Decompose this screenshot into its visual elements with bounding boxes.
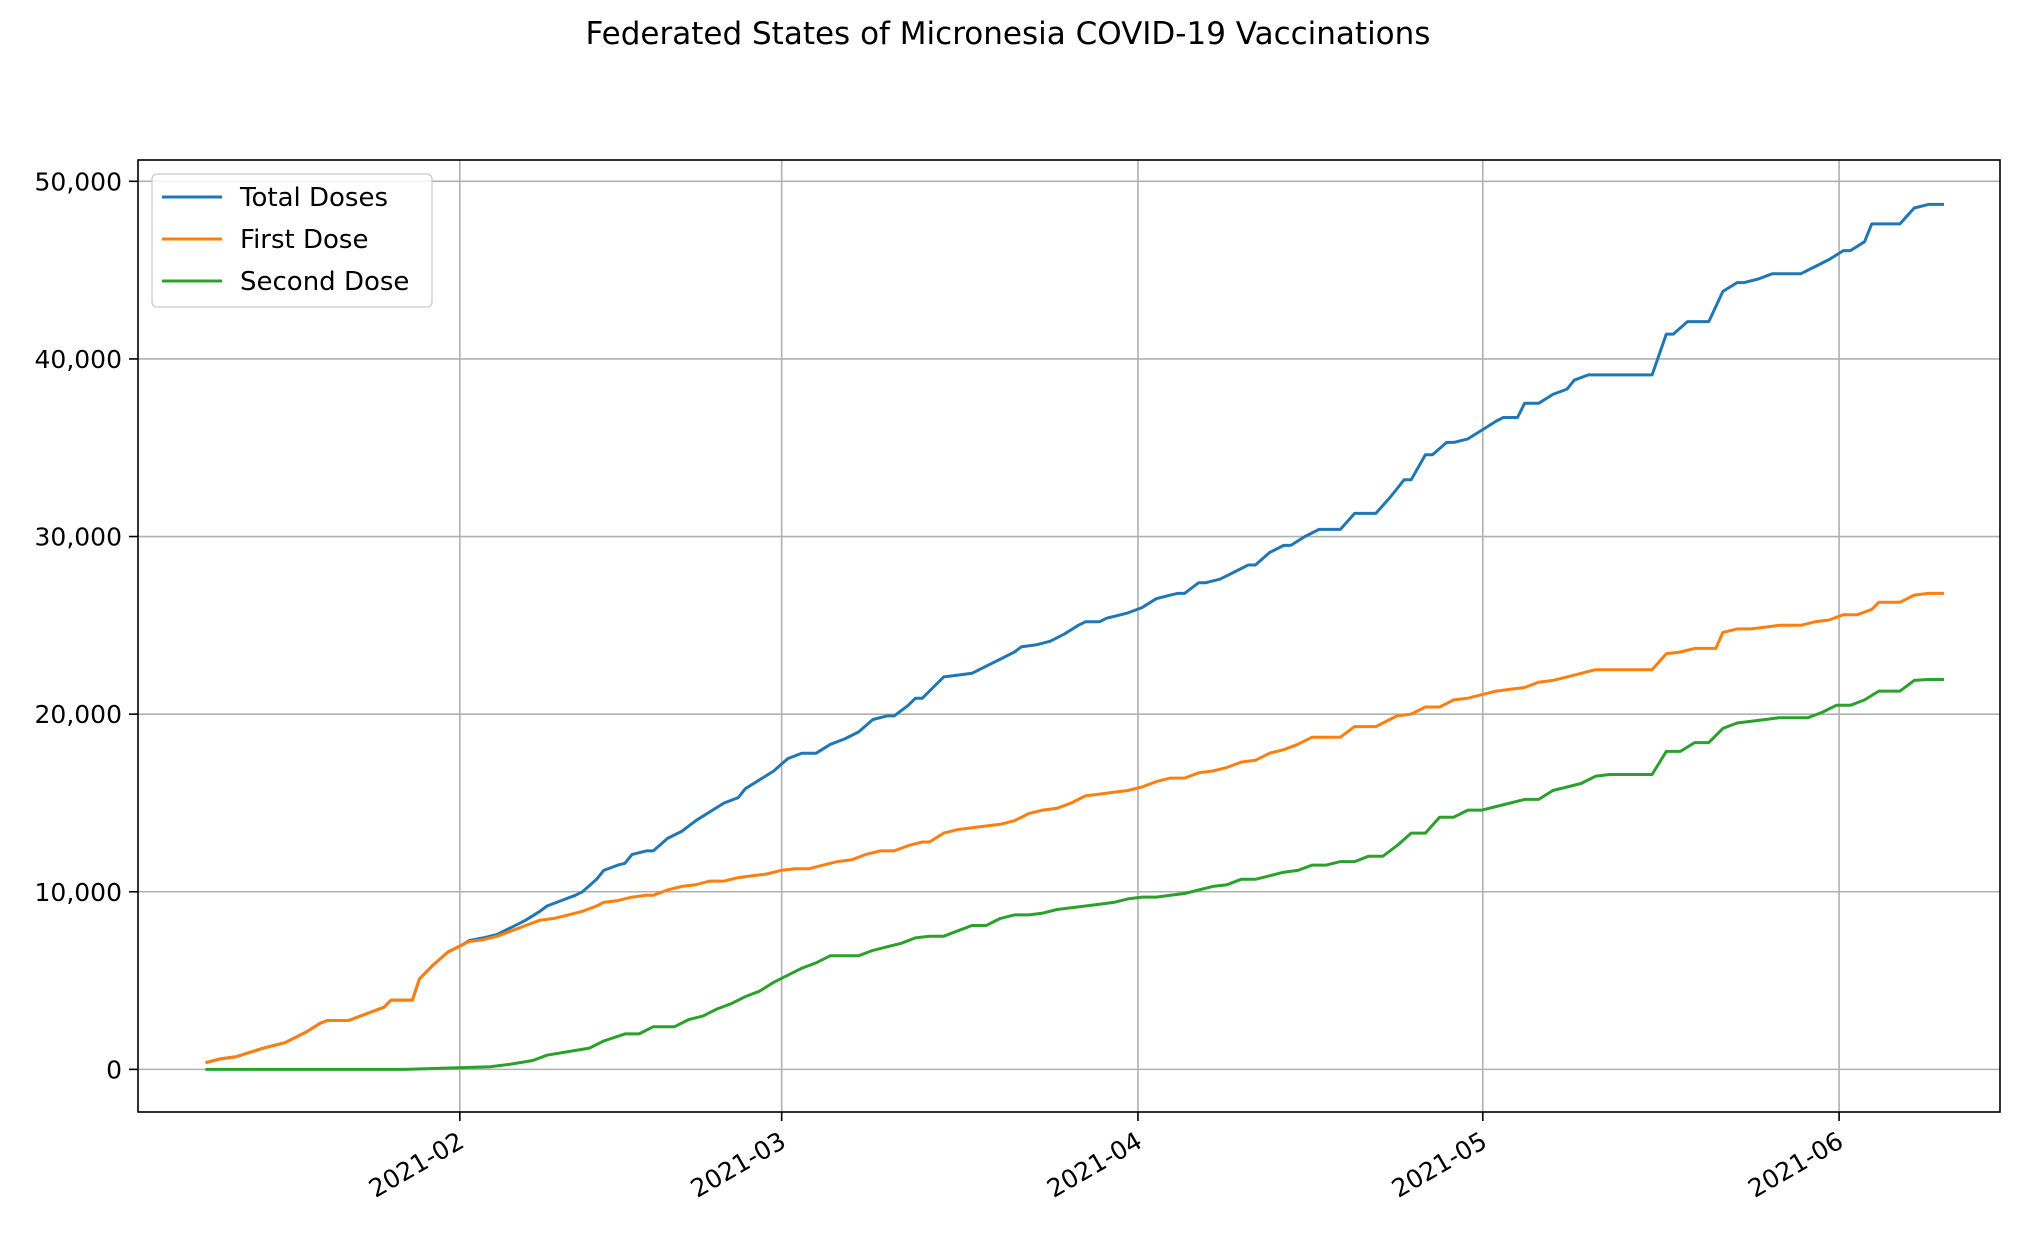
x-tick-label: 2021-06 — [1743, 1126, 1848, 1203]
legend: Total Doses First Dose Second Dose — [151, 173, 433, 308]
plot-area-frame — [137, 159, 2001, 1113]
y-axis: 0 10,000 20,000 30,000 40,000 50,000 — [35, 167, 138, 1084]
legend-label: Total Doses — [239, 183, 388, 213]
series-lines — [205, 202, 1944, 1071]
series-line-first-dose — [205, 591, 1944, 1065]
y-tick-label: 10,000 — [35, 878, 122, 907]
y-tick-label: 20,000 — [35, 700, 122, 729]
legend-label: Second Dose — [240, 267, 409, 297]
y-tick-label: 30,000 — [35, 523, 122, 552]
series-line-total-doses — [205, 202, 1944, 1065]
series-line-second-dose — [205, 678, 1944, 1071]
x-tick-label: 2021-02 — [364, 1126, 469, 1203]
x-tick-label: 2021-05 — [1387, 1126, 1492, 1203]
y-tick-label: 40,000 — [35, 345, 122, 374]
x-tick-label: 2021-03 — [686, 1126, 791, 1203]
legend-box — [151, 173, 433, 308]
grid — [138, 160, 2000, 1112]
y-tick-label: 0 — [106, 1055, 122, 1084]
x-tick-label: 2021-04 — [1042, 1126, 1147, 1203]
y-tick-label: 50,000 — [35, 167, 122, 196]
legend-label: First Dose — [240, 225, 368, 255]
chart-title: Federated States of Micronesia COVID-19 … — [586, 16, 1431, 52]
x-axis: 2021-02 2021-03 2021-04 2021-05 2021-06 — [364, 1112, 1848, 1203]
